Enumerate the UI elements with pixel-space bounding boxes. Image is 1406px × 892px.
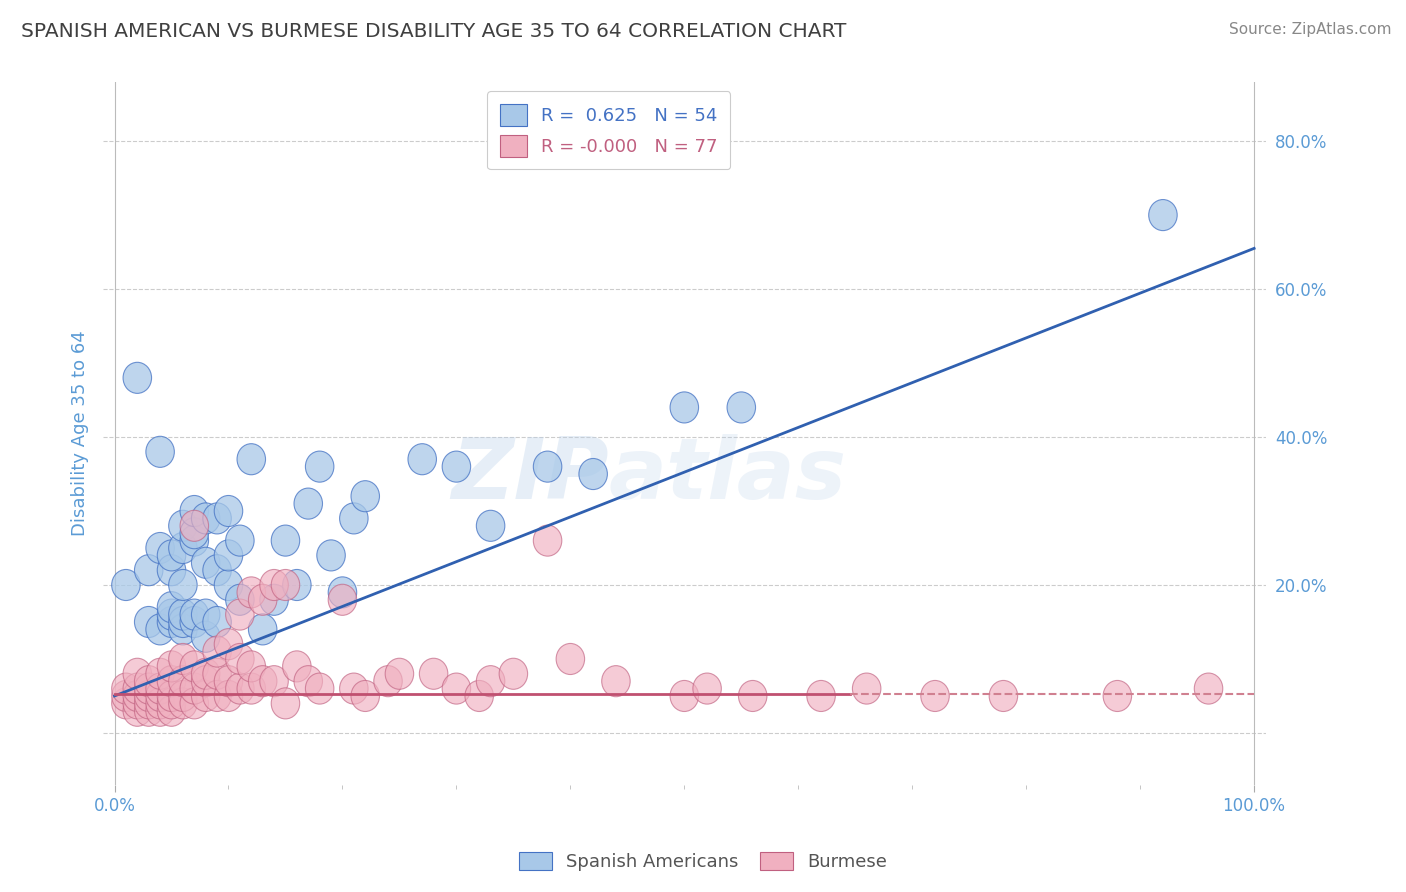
- Legend: R =  0.625   N = 54, R = -0.000   N = 77: R = 0.625 N = 54, R = -0.000 N = 77: [486, 91, 730, 169]
- Text: Source: ZipAtlas.com: Source: ZipAtlas.com: [1229, 22, 1392, 37]
- Text: SPANISH AMERICAN VS BURMESE DISABILITY AGE 35 TO 64 CORRELATION CHART: SPANISH AMERICAN VS BURMESE DISABILITY A…: [21, 22, 846, 41]
- Legend: Spanish Americans, Burmese: Spanish Americans, Burmese: [512, 845, 894, 879]
- Y-axis label: Disability Age 35 to 64: Disability Age 35 to 64: [72, 330, 89, 536]
- Text: atlas: atlas: [609, 434, 846, 517]
- Text: ZIP: ZIP: [451, 434, 609, 517]
